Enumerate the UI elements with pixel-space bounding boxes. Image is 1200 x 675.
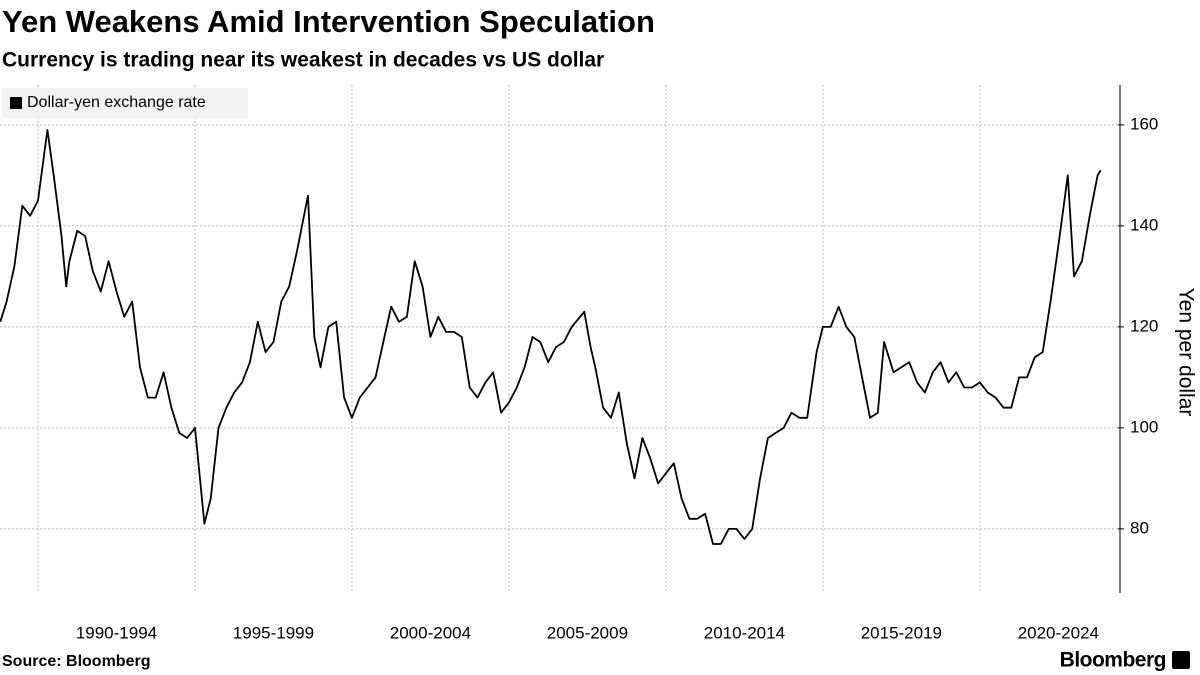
- y-axis-label: Yen per dollar: [1174, 288, 1197, 417]
- chart-title: Yen Weakens Amid Intervention Speculatio…: [2, 4, 655, 39]
- y-tick-label: 140: [1130, 215, 1158, 234]
- y-tick-label: 80: [1130, 518, 1149, 537]
- y-tick-label: 160: [1130, 114, 1158, 133]
- legend-box: [2, 88, 248, 118]
- brand: Bloomberg: [1060, 649, 1166, 672]
- legend-swatch: [10, 97, 22, 109]
- x-tick-label: 2015-2019: [861, 623, 942, 642]
- x-tick-label: 1990-1994: [76, 623, 157, 642]
- x-tick-label: 2000-2004: [390, 623, 471, 642]
- y-tick-label: 120: [1130, 316, 1158, 335]
- x-tick-label: 2020-2024: [1018, 623, 1099, 642]
- line: [0, 129, 1102, 545]
- y-tick-label: 100: [1130, 417, 1158, 436]
- x-tick-label: 1995-1999: [233, 623, 314, 642]
- source: Source: Bloomberg: [2, 653, 150, 670]
- brand-icon: [1172, 651, 1190, 669]
- legend-label: Dollar-yen exchange rate: [27, 94, 206, 111]
- x-tick-label: 2005-2009: [547, 623, 628, 642]
- chart-subtitle: Currency is trading near its weakest in …: [2, 49, 604, 72]
- x-tick-label: 2010-2014: [704, 623, 785, 642]
